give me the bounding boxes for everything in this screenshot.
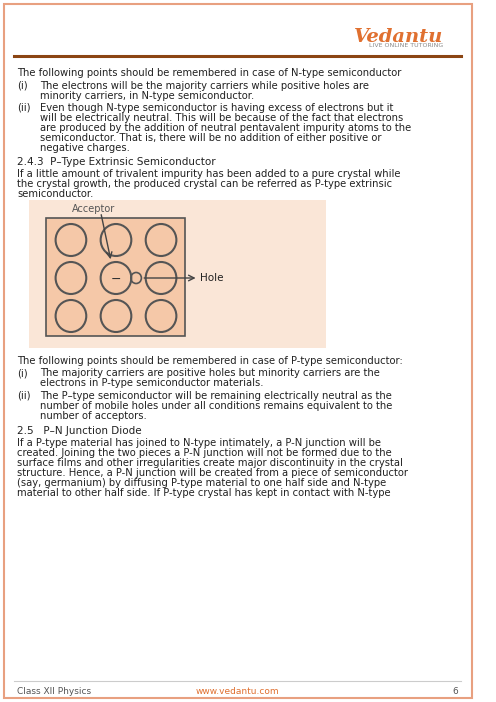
Text: Class XII Physics: Class XII Physics (17, 687, 91, 696)
Text: Even though N-type semiconductor is having excess of electrons but it: Even though N-type semiconductor is havi… (40, 103, 394, 113)
Text: semiconductor.: semiconductor. (17, 189, 94, 199)
Text: number of acceptors.: number of acceptors. (40, 411, 147, 421)
Text: Vedantu: Vedantu (354, 28, 443, 46)
Text: (i): (i) (17, 81, 28, 91)
Text: 2.5   P–N Junction Diode: 2.5 P–N Junction Diode (17, 426, 142, 436)
Text: negative charges.: negative charges. (40, 143, 130, 153)
Text: will be electrically neutral. This will be because of the fact that electrons: will be electrically neutral. This will … (40, 113, 404, 123)
Text: created. Joining the two pieces a P-N junction will not be formed due to the: created. Joining the two pieces a P-N ju… (17, 448, 392, 458)
Text: The electrons will be the majority carriers while positive holes are: The electrons will be the majority carri… (40, 81, 369, 91)
FancyBboxPatch shape (46, 218, 185, 336)
Text: 2.4.3  P–Type Extrinsic Semiconductor: 2.4.3 P–Type Extrinsic Semiconductor (17, 157, 216, 167)
Text: The P–type semiconductor will be remaining electrically neutral as the: The P–type semiconductor will be remaini… (40, 391, 392, 401)
Text: number of mobile holes under all conditions remains equivalent to the: number of mobile holes under all conditi… (40, 401, 393, 411)
Text: www.vedantu.com: www.vedantu.com (196, 687, 280, 696)
Text: surface films and other irregularities create major discontinuity in the crystal: surface films and other irregularities c… (17, 458, 403, 468)
Text: −: − (111, 272, 121, 286)
Text: material to other half side. If P-type crystal has kept in contact with N-type: material to other half side. If P-type c… (17, 488, 391, 498)
Text: Hole: Hole (200, 273, 224, 283)
Text: The majority carriers are positive holes but minority carriers are the: The majority carriers are positive holes… (40, 368, 380, 378)
Text: semiconductor. That is, there will be no addition of either positive or: semiconductor. That is, there will be no… (40, 133, 382, 143)
Text: electrons in P-type semiconductor materials.: electrons in P-type semiconductor materi… (40, 378, 264, 388)
Text: are produced by the addition of neutral pentavalent impurity atoms to the: are produced by the addition of neutral … (40, 123, 412, 133)
Text: The following points should be remembered in case of P-type semiconductor:: The following points should be remembere… (17, 356, 403, 366)
Text: If a P-type material has joined to N-type intimately, a P-N junction will be: If a P-type material has joined to N-typ… (17, 438, 381, 448)
Text: LIVE ONLINE TUTORING: LIVE ONLINE TUTORING (369, 43, 443, 48)
Text: Acceptor: Acceptor (72, 204, 115, 214)
Text: (say, germanium) by diffusing P-type material to one half side and N-type: (say, germanium) by diffusing P-type mat… (17, 478, 386, 488)
Text: (ii): (ii) (17, 391, 31, 401)
Text: (ii): (ii) (17, 103, 31, 113)
Text: The following points should be remembered in case of N-type semiconductor: The following points should be remembere… (17, 68, 402, 78)
Text: (i): (i) (17, 368, 28, 378)
Text: If a little amount of trivalent impurity has been added to a pure crystal while: If a little amount of trivalent impurity… (17, 169, 401, 179)
FancyBboxPatch shape (29, 200, 326, 348)
Text: the crystal growth, the produced crystal can be referred as P-type extrinsic: the crystal growth, the produced crystal… (17, 179, 392, 189)
Text: structure. Hence, a P-N junction will be created from a piece of semiconductor: structure. Hence, a P-N junction will be… (17, 468, 408, 478)
Text: 6: 6 (452, 687, 458, 696)
Text: minority carriers, in N-type semiconductor.: minority carriers, in N-type semiconduct… (40, 91, 254, 101)
